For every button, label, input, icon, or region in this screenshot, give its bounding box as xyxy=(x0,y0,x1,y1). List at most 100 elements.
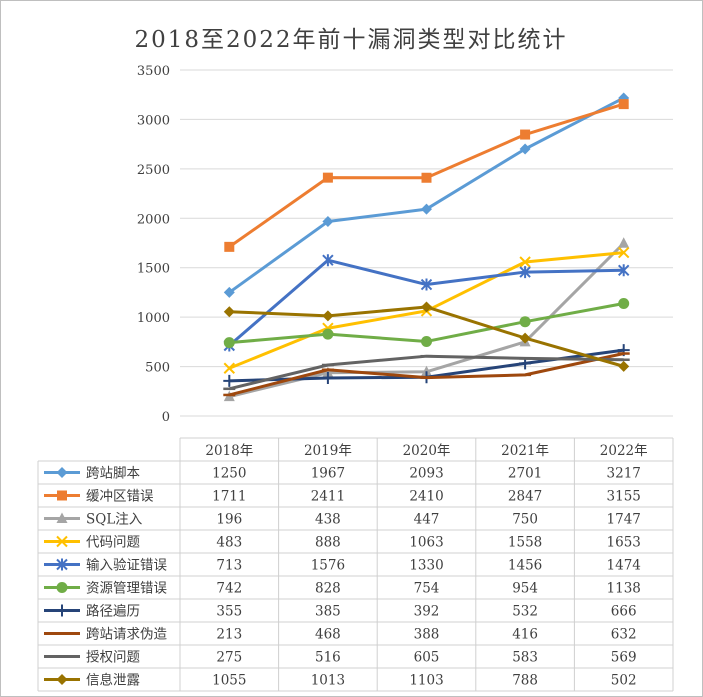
data-point-marker xyxy=(520,129,531,140)
series-group xyxy=(223,352,630,397)
table-cell-value: 605 xyxy=(414,650,440,666)
series-group xyxy=(223,301,630,372)
table-row: 代码问题 483 888 1063 1558 1653 xyxy=(44,535,641,551)
legend-label: 输入验证错误 xyxy=(86,558,167,574)
table-cell-value: 532 xyxy=(512,604,538,620)
data-point-marker xyxy=(56,582,68,593)
data-point-marker xyxy=(618,298,630,310)
data-point-marker xyxy=(618,237,630,248)
data-point-marker xyxy=(421,301,432,313)
table-cell-value: 1330 xyxy=(409,558,443,574)
data-point-marker xyxy=(223,306,235,318)
table-cell-value: 1250 xyxy=(212,466,246,482)
data-point-marker xyxy=(223,286,235,298)
table-cell-value: 447 xyxy=(414,512,440,528)
table-cell-value: 666 xyxy=(611,604,637,620)
data-point-marker xyxy=(322,254,334,267)
table-cell-value: 788 xyxy=(512,673,538,689)
table-row: 路径遍历 355 385 392 532 666 xyxy=(44,604,637,620)
legend-label: 授权问题 xyxy=(86,649,140,666)
legend-label: 路径遍历 xyxy=(86,604,140,620)
data-point-marker xyxy=(617,264,630,277)
data-point-marker xyxy=(322,328,334,340)
table-cell-value: 632 xyxy=(611,627,637,643)
table-cell-value: 1456 xyxy=(508,558,542,574)
table-cell-value: 438 xyxy=(315,512,341,528)
table-cell-value: 888 xyxy=(315,535,341,551)
legend-label: 跨站请求伪造 xyxy=(86,627,167,643)
table-row: 授权问题 275 516 605 583 569 xyxy=(44,649,637,666)
data-point-marker xyxy=(618,99,629,110)
table-cell-value: 2093 xyxy=(409,466,443,482)
gridlines xyxy=(180,69,673,417)
table-row: 资源管理错误 742 828 754 954 1138 xyxy=(44,581,641,597)
data-point-marker xyxy=(420,278,433,291)
table-cell-value: 742 xyxy=(216,581,242,597)
table-cell-value: 275 xyxy=(216,650,242,666)
data-point-marker xyxy=(421,335,432,347)
table-cell-value: 213 xyxy=(216,627,242,643)
x-category-label: 2020年 xyxy=(403,443,451,459)
table-cell-value: 828 xyxy=(315,581,341,597)
series-group xyxy=(224,99,629,252)
data-point-marker xyxy=(223,337,235,349)
y-axis: 0 500 1000 1500 2000 2500 3000 3500 xyxy=(137,64,170,425)
table-row: 跨站请求伪造 213 468 388 416 632 xyxy=(44,627,637,643)
series-lines xyxy=(223,92,630,402)
data-point-marker xyxy=(617,246,630,259)
y-tick-label: 2500 xyxy=(137,163,170,178)
data-point-marker xyxy=(519,266,531,279)
table-cell-value: 1653 xyxy=(607,535,641,551)
table-row: 缓冲区错误 1711 2411 2410 2847 3155 xyxy=(44,489,641,505)
data-point-marker xyxy=(56,674,68,685)
data-point-marker xyxy=(56,467,68,478)
data-point-marker xyxy=(322,310,334,322)
y-tick-label: 2000 xyxy=(137,212,170,227)
data-point-marker xyxy=(56,512,68,523)
legend-label: 资源管理错误 xyxy=(86,581,167,597)
series-group xyxy=(223,354,630,391)
table-cell-value: 1967 xyxy=(311,466,345,482)
y-tick-label: 500 xyxy=(145,361,170,376)
legend-label: SQL注入 xyxy=(86,512,143,528)
table-cell-value: 3217 xyxy=(607,466,641,482)
data-point-marker xyxy=(519,332,531,344)
data-point-marker xyxy=(57,490,67,501)
data-point-marker xyxy=(223,374,236,387)
table-cell-value: 1711 xyxy=(212,489,246,505)
data-point-marker xyxy=(519,316,531,328)
table-cell-value: 2701 xyxy=(508,466,542,482)
data-point-marker xyxy=(322,172,333,183)
table-cell-value: 1063 xyxy=(409,535,443,551)
table-cell-value: 2411 xyxy=(311,489,345,505)
table-cell-value: 754 xyxy=(414,581,440,597)
table-cell-value: 468 xyxy=(315,627,341,643)
table-cell-value: 1013 xyxy=(311,673,345,689)
table-cell-value: 355 xyxy=(216,604,242,620)
table-cell-value: 1558 xyxy=(508,535,542,551)
table-cell-value: 954 xyxy=(512,581,538,597)
table-cell-value: 1576 xyxy=(311,558,345,574)
table-cell-value: 2847 xyxy=(508,489,542,505)
chart-title: 2018至2022年前十漏洞类型对比统计 xyxy=(134,27,567,53)
data-point-marker xyxy=(56,558,68,571)
table-cell-value: 569 xyxy=(611,650,637,666)
table-row: 信息泄露 1055 1013 1103 788 502 xyxy=(44,672,637,689)
table-cell-value: 1103 xyxy=(409,673,443,689)
data-point-marker xyxy=(322,216,334,228)
table-cell-value: 3155 xyxy=(607,489,641,505)
table-row: 输入验证错误 713 1576 1330 1456 1474 xyxy=(44,558,641,574)
legend-label: 信息泄露 xyxy=(86,672,140,689)
data-point-marker xyxy=(421,365,432,377)
table-row: 跨站脚本 1250 1967 2093 2701 3217 xyxy=(44,466,641,482)
table-cell-value: 502 xyxy=(611,673,637,689)
data-point-marker xyxy=(56,535,68,548)
x-category-label: 2018年 xyxy=(205,443,253,459)
data-point-marker xyxy=(519,143,531,155)
table-row: SQL注入 196 438 447 750 1747 xyxy=(44,512,641,528)
series-line xyxy=(228,96,625,294)
table-cell-value: 516 xyxy=(315,650,341,666)
table-cell-value: 388 xyxy=(414,627,440,643)
data-point-marker xyxy=(321,371,334,384)
